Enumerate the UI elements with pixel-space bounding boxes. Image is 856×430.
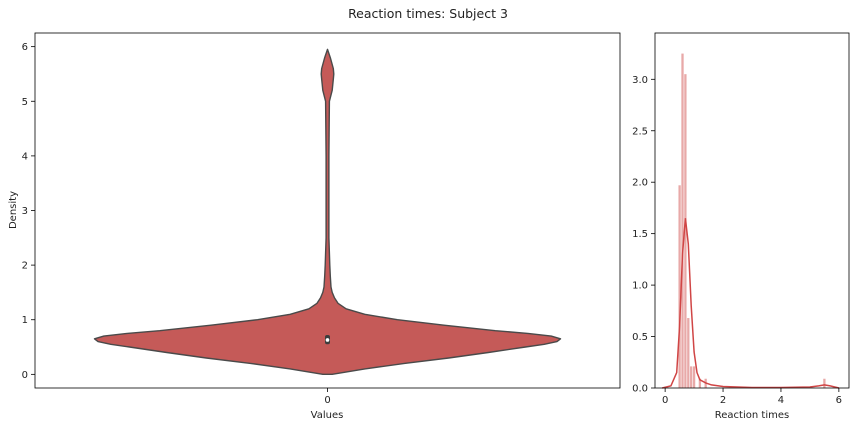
kde-line bbox=[662, 218, 840, 389]
histogram-ytick-label: 2.0 bbox=[632, 178, 648, 189]
histogram-bar bbox=[678, 185, 681, 388]
histogram-bar bbox=[690, 366, 693, 388]
histogram-xtick-label: 4 bbox=[778, 395, 784, 406]
histogram-frame bbox=[654, 32, 850, 389]
violin-ytick-label: 0 bbox=[22, 370, 28, 381]
violin-ytick-label: 6 bbox=[22, 42, 28, 53]
violin-xticks: 0 bbox=[324, 388, 331, 406]
histogram-bar bbox=[681, 53, 684, 388]
violin-yticks: 0 1 2 3 4 5 6 bbox=[22, 42, 35, 381]
histogram-bar bbox=[698, 378, 702, 388]
violin-ytick-label: 2 bbox=[22, 261, 28, 272]
violin-median bbox=[325, 338, 330, 342]
violin-ylabel: Density bbox=[8, 191, 19, 229]
histogram-ytick-label: 2.5 bbox=[632, 126, 648, 137]
histogram-xtick-label: 0 bbox=[662, 395, 668, 406]
histogram-yticks: 0.0 0.5 1.0 1.5 2.0 2.5 3.0 bbox=[632, 75, 655, 395]
violin-ytick-label: 4 bbox=[22, 151, 28, 162]
histogram-bars bbox=[678, 53, 826, 388]
histogram-bar bbox=[687, 318, 690, 388]
histogram-bar bbox=[684, 74, 687, 388]
histogram-ytick-label: 0.5 bbox=[632, 332, 648, 343]
histogram-ytick-label: 1.0 bbox=[632, 281, 648, 292]
violin-ytick-label: 3 bbox=[22, 206, 28, 217]
histogram-axes: 0.0 0.5 1.0 1.5 2.0 2.5 3.0 0 2 4 6 Reaction time… bbox=[632, 32, 850, 421]
histogram-xlabel: Reaction times bbox=[715, 410, 789, 421]
histogram-ytick-label: 0.0 bbox=[632, 384, 648, 395]
violin-ytick-label: 1 bbox=[22, 315, 28, 326]
violin-axes: 0 1 2 3 4 5 6 0 Values Density bbox=[8, 32, 621, 421]
violin-body bbox=[93, 48, 562, 375]
figure-title: Reaction times: Subject 3 bbox=[348, 6, 508, 21]
histogram-xticks: 0 2 4 6 bbox=[662, 388, 842, 406]
histogram-xtick-label: 6 bbox=[836, 395, 842, 406]
violin-ytick-label: 5 bbox=[22, 97, 28, 108]
histogram-xtick-label: 2 bbox=[720, 395, 726, 406]
histogram-ytick-label: 3.0 bbox=[632, 75, 648, 86]
violin-xtick-label: 0 bbox=[324, 395, 330, 406]
violin-xlabel: Values bbox=[311, 410, 344, 421]
histogram-ytick-label: 1.5 bbox=[632, 229, 648, 240]
histogram-bar bbox=[823, 378, 826, 388]
histogram-bar bbox=[692, 366, 696, 388]
